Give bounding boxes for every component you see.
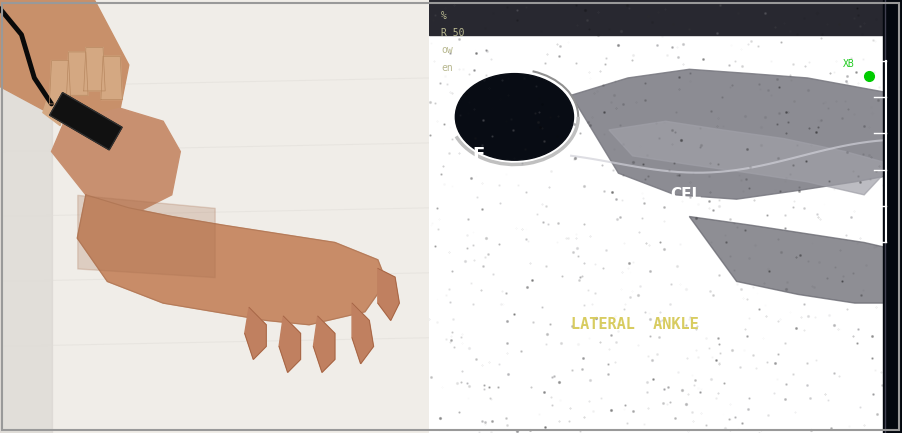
- Polygon shape: [50, 93, 122, 150]
- Polygon shape: [571, 69, 902, 199]
- Text: ow: ow: [441, 45, 453, 55]
- Polygon shape: [0, 0, 129, 121]
- Polygon shape: [609, 121, 893, 195]
- Polygon shape: [67, 52, 88, 95]
- Text: XB: XB: [842, 59, 855, 69]
- Text: %: %: [441, 11, 447, 21]
- Text: en: en: [441, 63, 453, 73]
- Polygon shape: [84, 48, 106, 91]
- Polygon shape: [429, 0, 902, 35]
- Polygon shape: [51, 108, 180, 216]
- Text: R 50: R 50: [441, 28, 465, 38]
- Text: F: F: [472, 146, 484, 164]
- Polygon shape: [378, 268, 400, 320]
- Ellipse shape: [456, 74, 574, 160]
- Text: LATERAL  ANKLE: LATERAL ANKLE: [571, 317, 699, 332]
- Polygon shape: [50, 61, 71, 104]
- Polygon shape: [101, 56, 123, 100]
- Polygon shape: [352, 303, 373, 364]
- Bar: [883, 0, 902, 433]
- Text: CFL: CFL: [670, 187, 702, 202]
- Polygon shape: [244, 307, 266, 359]
- Polygon shape: [279, 316, 300, 372]
- Polygon shape: [78, 195, 386, 325]
- Polygon shape: [689, 216, 902, 303]
- Polygon shape: [43, 87, 69, 126]
- Polygon shape: [313, 316, 335, 372]
